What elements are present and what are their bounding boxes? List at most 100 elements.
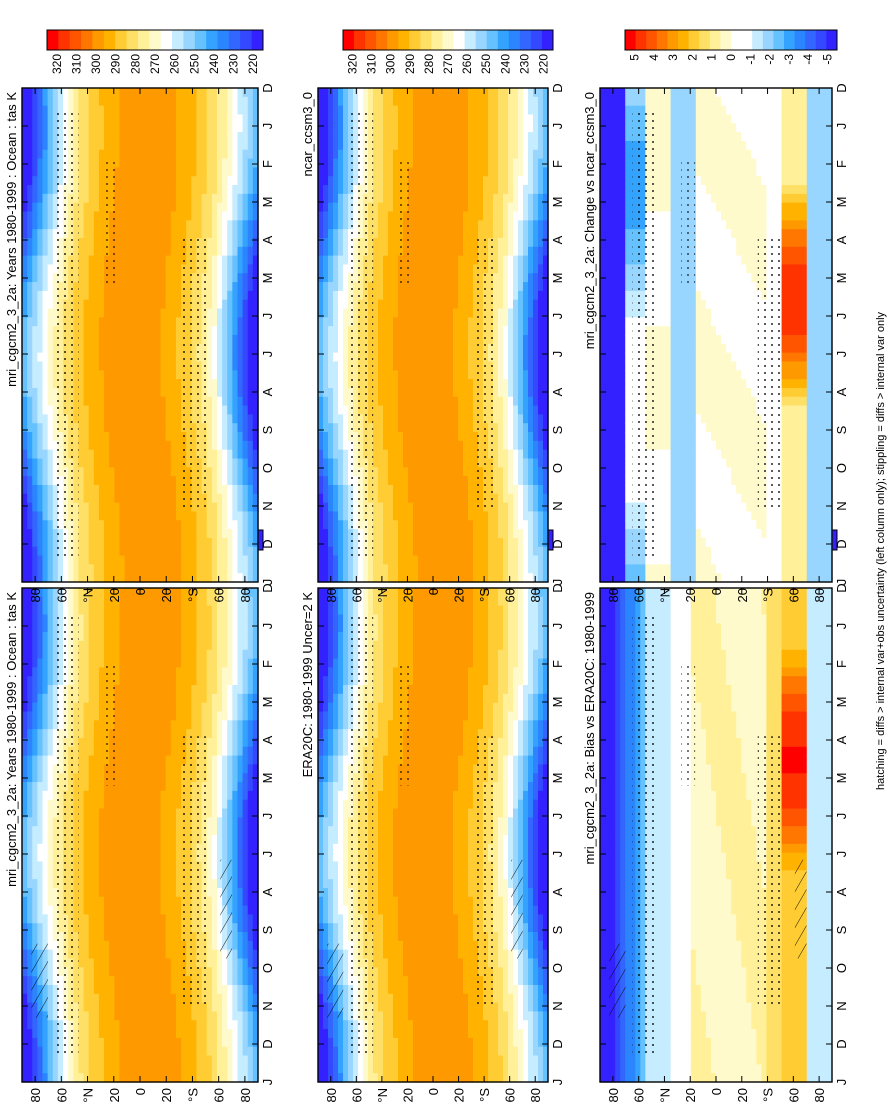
heatmap-cell [150,605,156,616]
heatmap-cell [186,114,192,124]
heatmap-cell [22,229,28,239]
heatmap-cell [247,896,254,907]
heatmap-cell [134,493,141,504]
heatmap-cell [160,879,167,889]
heatmap-cell [119,246,126,257]
heatmap-cell [252,623,259,633]
heatmap-cell [47,564,54,574]
heatmap-cell [88,229,95,239]
heatmap-cell [124,949,131,960]
heatmap-cell [227,764,233,774]
heatmap-cell [206,623,213,633]
heatmap-cell [119,605,126,616]
heatmap-cell [32,1064,38,1074]
heatmap-cell [129,511,136,521]
month-label: J [260,1079,275,1086]
heatmap-cell [93,1055,100,1065]
heatmap-cell [196,176,203,186]
heatmap-cell [232,720,239,730]
heatmap-cell [52,588,59,598]
heatmap-cell [222,720,228,730]
heatmap-cell [232,896,239,907]
heatmap-cell [150,693,156,704]
heatmap-cell [140,614,146,624]
heatmap-cell [47,976,54,986]
heatmap-cell [119,914,126,924]
heatmap-cell [150,573,156,583]
heatmap-cell [216,914,223,924]
heatmap-cell [104,614,110,624]
heatmap-cell [242,967,249,977]
heatmap-cell [93,564,100,574]
heatmap-cell [47,449,54,460]
heatmap-cell [155,993,162,1004]
heatmap-cell [140,799,146,810]
heatmap-cell [150,352,156,363]
heatmap-cell [155,185,162,195]
heatmap-cell [252,720,259,730]
heatmap-cell [114,632,121,642]
heatmap-cell [93,96,100,107]
heatmap-cell [175,1064,182,1074]
heatmap-cell [150,493,156,504]
heatmap-cell [150,755,156,766]
heatmap-cell [165,993,172,1004]
heatmap-cell [47,229,54,239]
heatmap-cell [119,211,126,221]
heatmap-cell [175,940,182,951]
heatmap-cell [88,237,95,248]
heatmap-cell [27,414,33,424]
heatmap-cell [170,264,177,274]
heatmap-cell [211,614,218,624]
heatmap-cell [222,658,228,668]
heatmap-cell [252,887,259,898]
heatmap-cell [150,984,156,995]
heatmap-cell [227,185,233,195]
heatmap-cell [140,790,146,801]
heatmap-cell [104,432,110,442]
heatmap-cell [124,870,131,880]
heatmap-cell [119,932,126,942]
heatmap-cell [160,96,167,107]
heatmap-cell [155,658,162,668]
heatmap-cell [145,290,151,301]
heatmap-cell [140,746,146,757]
heatmap-cell [42,370,49,380]
heatmap-cell [27,949,33,960]
heatmap-cell [175,852,182,863]
heatmap-cell [37,361,44,371]
heatmap-cell [232,984,239,995]
heatmap-cell [140,649,146,660]
heatmap-cell [47,1029,54,1039]
heatmap-cell [119,237,126,248]
heatmap-cell [201,114,208,124]
heatmap-cell [242,1011,249,1021]
heatmap-cell [129,449,136,460]
heatmap-cell [32,711,38,721]
heatmap-cell [160,843,167,854]
heatmap-cell [150,632,156,642]
heatmap-cell [124,414,131,424]
heatmap-cell [83,1064,90,1074]
heatmap-cell [227,782,233,792]
heatmap-cell [27,702,33,713]
heatmap-cell [227,502,233,513]
heatmap-cell [186,140,192,151]
heatmap-cell [247,667,254,677]
heatmap-cell [150,132,156,142]
heatmap-cell [109,605,115,616]
heatmap-cell [237,826,244,836]
heatmap-cell [242,940,249,951]
heatmap-cell [196,114,203,124]
heatmap-cell [216,967,223,977]
heatmap-cell [216,176,223,186]
heatmap-cell [124,588,131,598]
heatmap-cell [145,511,151,521]
heatmap-cell [78,290,85,301]
heatmap-cell [104,958,110,968]
heatmap-cell [22,667,28,677]
heatmap-cell [227,193,233,204]
heatmap-cell [109,140,115,151]
heatmap-cell [93,335,100,345]
heatmap-cell [155,693,162,704]
